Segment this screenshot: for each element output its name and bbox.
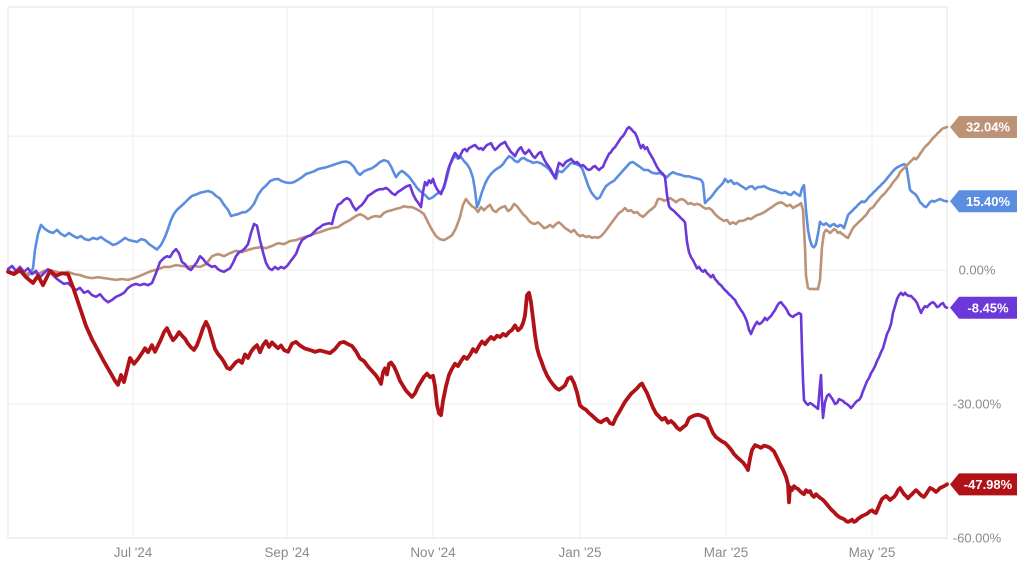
x-axis-tick-label: Sep '24	[264, 545, 310, 560]
series-red-line[interactable]	[6, 268, 949, 524]
plot-area	[8, 7, 947, 538]
series-blue-value-label: 15.40%	[966, 194, 1011, 209]
series-red-value-tag	[950, 473, 1017, 496]
x-axis-tick-label: Mar '25	[704, 545, 749, 560]
series-tan-value-label: 32.04%	[966, 119, 1011, 134]
series-tan-line[interactable]	[6, 125, 949, 291]
x-axis-tick-label: Jan '25	[558, 545, 601, 560]
series-red-value-label: -47.98%	[964, 477, 1013, 492]
x-axis-tick-label: May '25	[849, 545, 896, 560]
x-axis-tick-label: Jul '24	[114, 545, 153, 560]
y-axis-tick-label: 0.00%	[959, 263, 996, 278]
x-axis-tick-label: Nov '24	[410, 545, 456, 560]
y-axis-tick-label: -30.00%	[953, 397, 1002, 412]
y-axis-tick-label: -60.00%	[953, 531, 1002, 546]
series-purple-line[interactable]	[6, 125, 949, 420]
series-purple-value-tag	[950, 296, 1017, 319]
series-tan-value-tag	[950, 115, 1017, 138]
series-purple-value-label: -8.45%	[967, 300, 1009, 315]
series-blue-value-tag	[950, 190, 1017, 213]
